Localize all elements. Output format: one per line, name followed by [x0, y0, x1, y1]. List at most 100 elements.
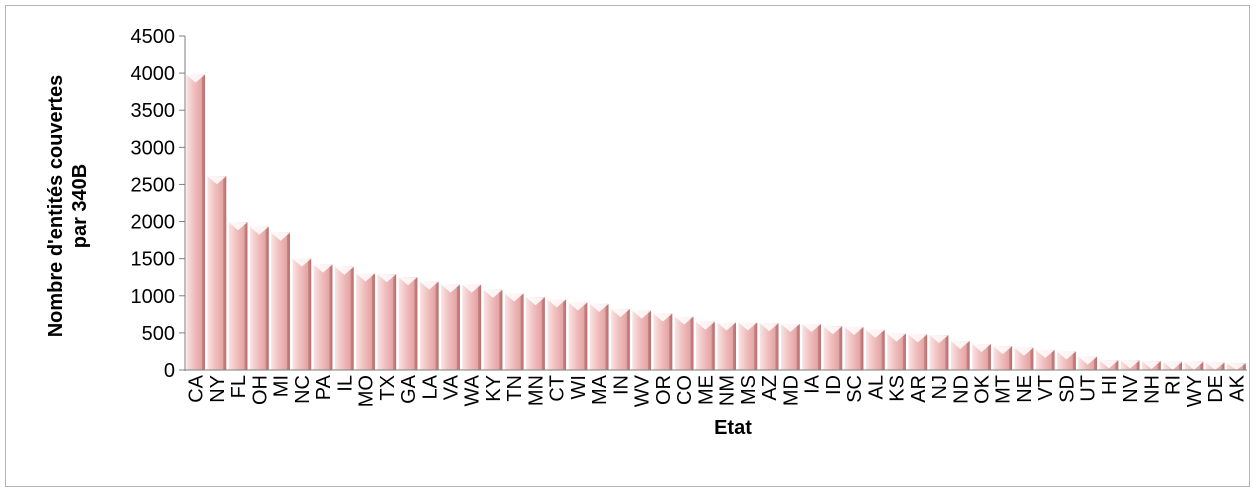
bar-face — [717, 322, 736, 370]
bar-side — [945, 335, 949, 370]
x-tick-label: MN — [525, 375, 547, 406]
bar-cap — [1057, 351, 1076, 360]
bar-face — [547, 299, 567, 370]
bar-cap — [993, 346, 1013, 355]
bar-face — [483, 289, 503, 370]
bar-cap — [589, 303, 609, 312]
bar-cap — [1078, 356, 1098, 365]
x-tick-label: OR — [653, 375, 675, 405]
bar-side — [690, 316, 694, 370]
bar-side — [648, 310, 652, 370]
bar-cap — [462, 284, 482, 293]
bar-face — [653, 313, 673, 370]
bar-face — [249, 226, 269, 370]
x-tick-label: GA — [398, 374, 420, 404]
bar-cap — [1142, 361, 1161, 370]
y-axis-title: Nombre d'entités couvertes par 340B — [45, 75, 91, 338]
bar — [1163, 361, 1183, 370]
bar-face — [589, 303, 609, 370]
bar-cap — [441, 284, 460, 293]
x-axis: CA NY FL OH MI NC PA IL MO TX GA LA VA WA KY TN MN CT WI MA… — [185, 369, 1248, 407]
bar — [292, 258, 312, 370]
bar — [738, 322, 758, 370]
bar — [207, 176, 227, 370]
x-tick-label: VA — [441, 374, 463, 400]
x-tick-label: DE — [1205, 375, 1227, 403]
bar-cap — [186, 74, 205, 83]
bar-cap — [611, 309, 630, 318]
bar — [844, 326, 864, 370]
x-tick-label: NV — [1120, 374, 1142, 402]
y-tick-label: 2500 — [131, 174, 176, 196]
bar — [717, 322, 736, 370]
bar — [1057, 351, 1076, 370]
bar — [887, 333, 906, 370]
bar — [1035, 349, 1055, 370]
bar-side — [775, 323, 779, 370]
bar-cap — [823, 326, 843, 335]
x-tick-label: WY — [1184, 375, 1206, 407]
x-tick-label: RI — [1163, 375, 1185, 395]
bar — [334, 266, 354, 370]
bar — [674, 316, 694, 370]
bar — [441, 284, 460, 370]
x-tick-label: FL — [228, 375, 250, 398]
bar-side — [1072, 351, 1076, 370]
bar-side — [435, 281, 439, 370]
y-axis-title-line: Nombre d'entités couvertes — [45, 75, 67, 338]
bar-face — [887, 333, 906, 370]
bar-face — [759, 323, 779, 370]
x-tick-label: MA — [589, 374, 611, 405]
bar-cap — [1163, 361, 1183, 370]
bar-side — [563, 299, 567, 370]
bar — [462, 284, 482, 370]
bar-side — [329, 264, 333, 370]
x-tick-label: ND — [950, 375, 972, 404]
bar-cap — [1227, 363, 1246, 370]
bar-side — [393, 274, 397, 370]
bar-side — [754, 322, 758, 370]
x-tick-label: TX — [377, 375, 399, 401]
bar-cap — [377, 274, 397, 283]
bar-side — [1242, 363, 1246, 370]
bar-side — [924, 334, 928, 370]
bar-cap — [504, 293, 524, 302]
bar-side — [902, 333, 906, 370]
bar-cap — [356, 273, 375, 282]
bar-face — [632, 310, 652, 370]
bar-face — [568, 302, 588, 370]
bar — [865, 329, 885, 370]
bar-face — [823, 326, 843, 370]
bar-cap — [865, 329, 885, 338]
bar — [313, 264, 333, 370]
y-tick-label: 2000 — [131, 212, 176, 234]
bar-face — [993, 346, 1013, 370]
bar-cap — [759, 323, 779, 332]
bar-side — [244, 222, 248, 370]
bar-side — [456, 284, 460, 370]
bar — [1227, 363, 1246, 370]
x-tick-label: MD — [780, 375, 802, 406]
bar — [547, 299, 567, 370]
x-tick-label: NJ — [929, 375, 951, 399]
bar-cap — [1120, 360, 1140, 369]
bar — [950, 341, 970, 370]
bar — [271, 232, 290, 370]
bar-cap — [547, 299, 567, 308]
x-tick-label: NY — [207, 375, 229, 403]
bar-face — [313, 264, 333, 370]
x-tick-label: MS — [738, 375, 760, 405]
y-tick-label: 3500 — [131, 100, 176, 122]
bar-cap — [780, 323, 800, 332]
bar-side — [1009, 346, 1013, 370]
bar-cap — [271, 232, 290, 241]
bar-cap — [674, 316, 694, 325]
x-tick-label: KS — [887, 375, 909, 402]
bar-side — [796, 323, 800, 370]
y-tick-label: 4000 — [131, 63, 176, 85]
bar-cap — [887, 333, 906, 342]
bar-face — [972, 344, 991, 370]
x-tick-label: AK — [1226, 374, 1248, 401]
x-tick-label: KY — [483, 375, 505, 402]
bar-cap — [334, 266, 354, 275]
